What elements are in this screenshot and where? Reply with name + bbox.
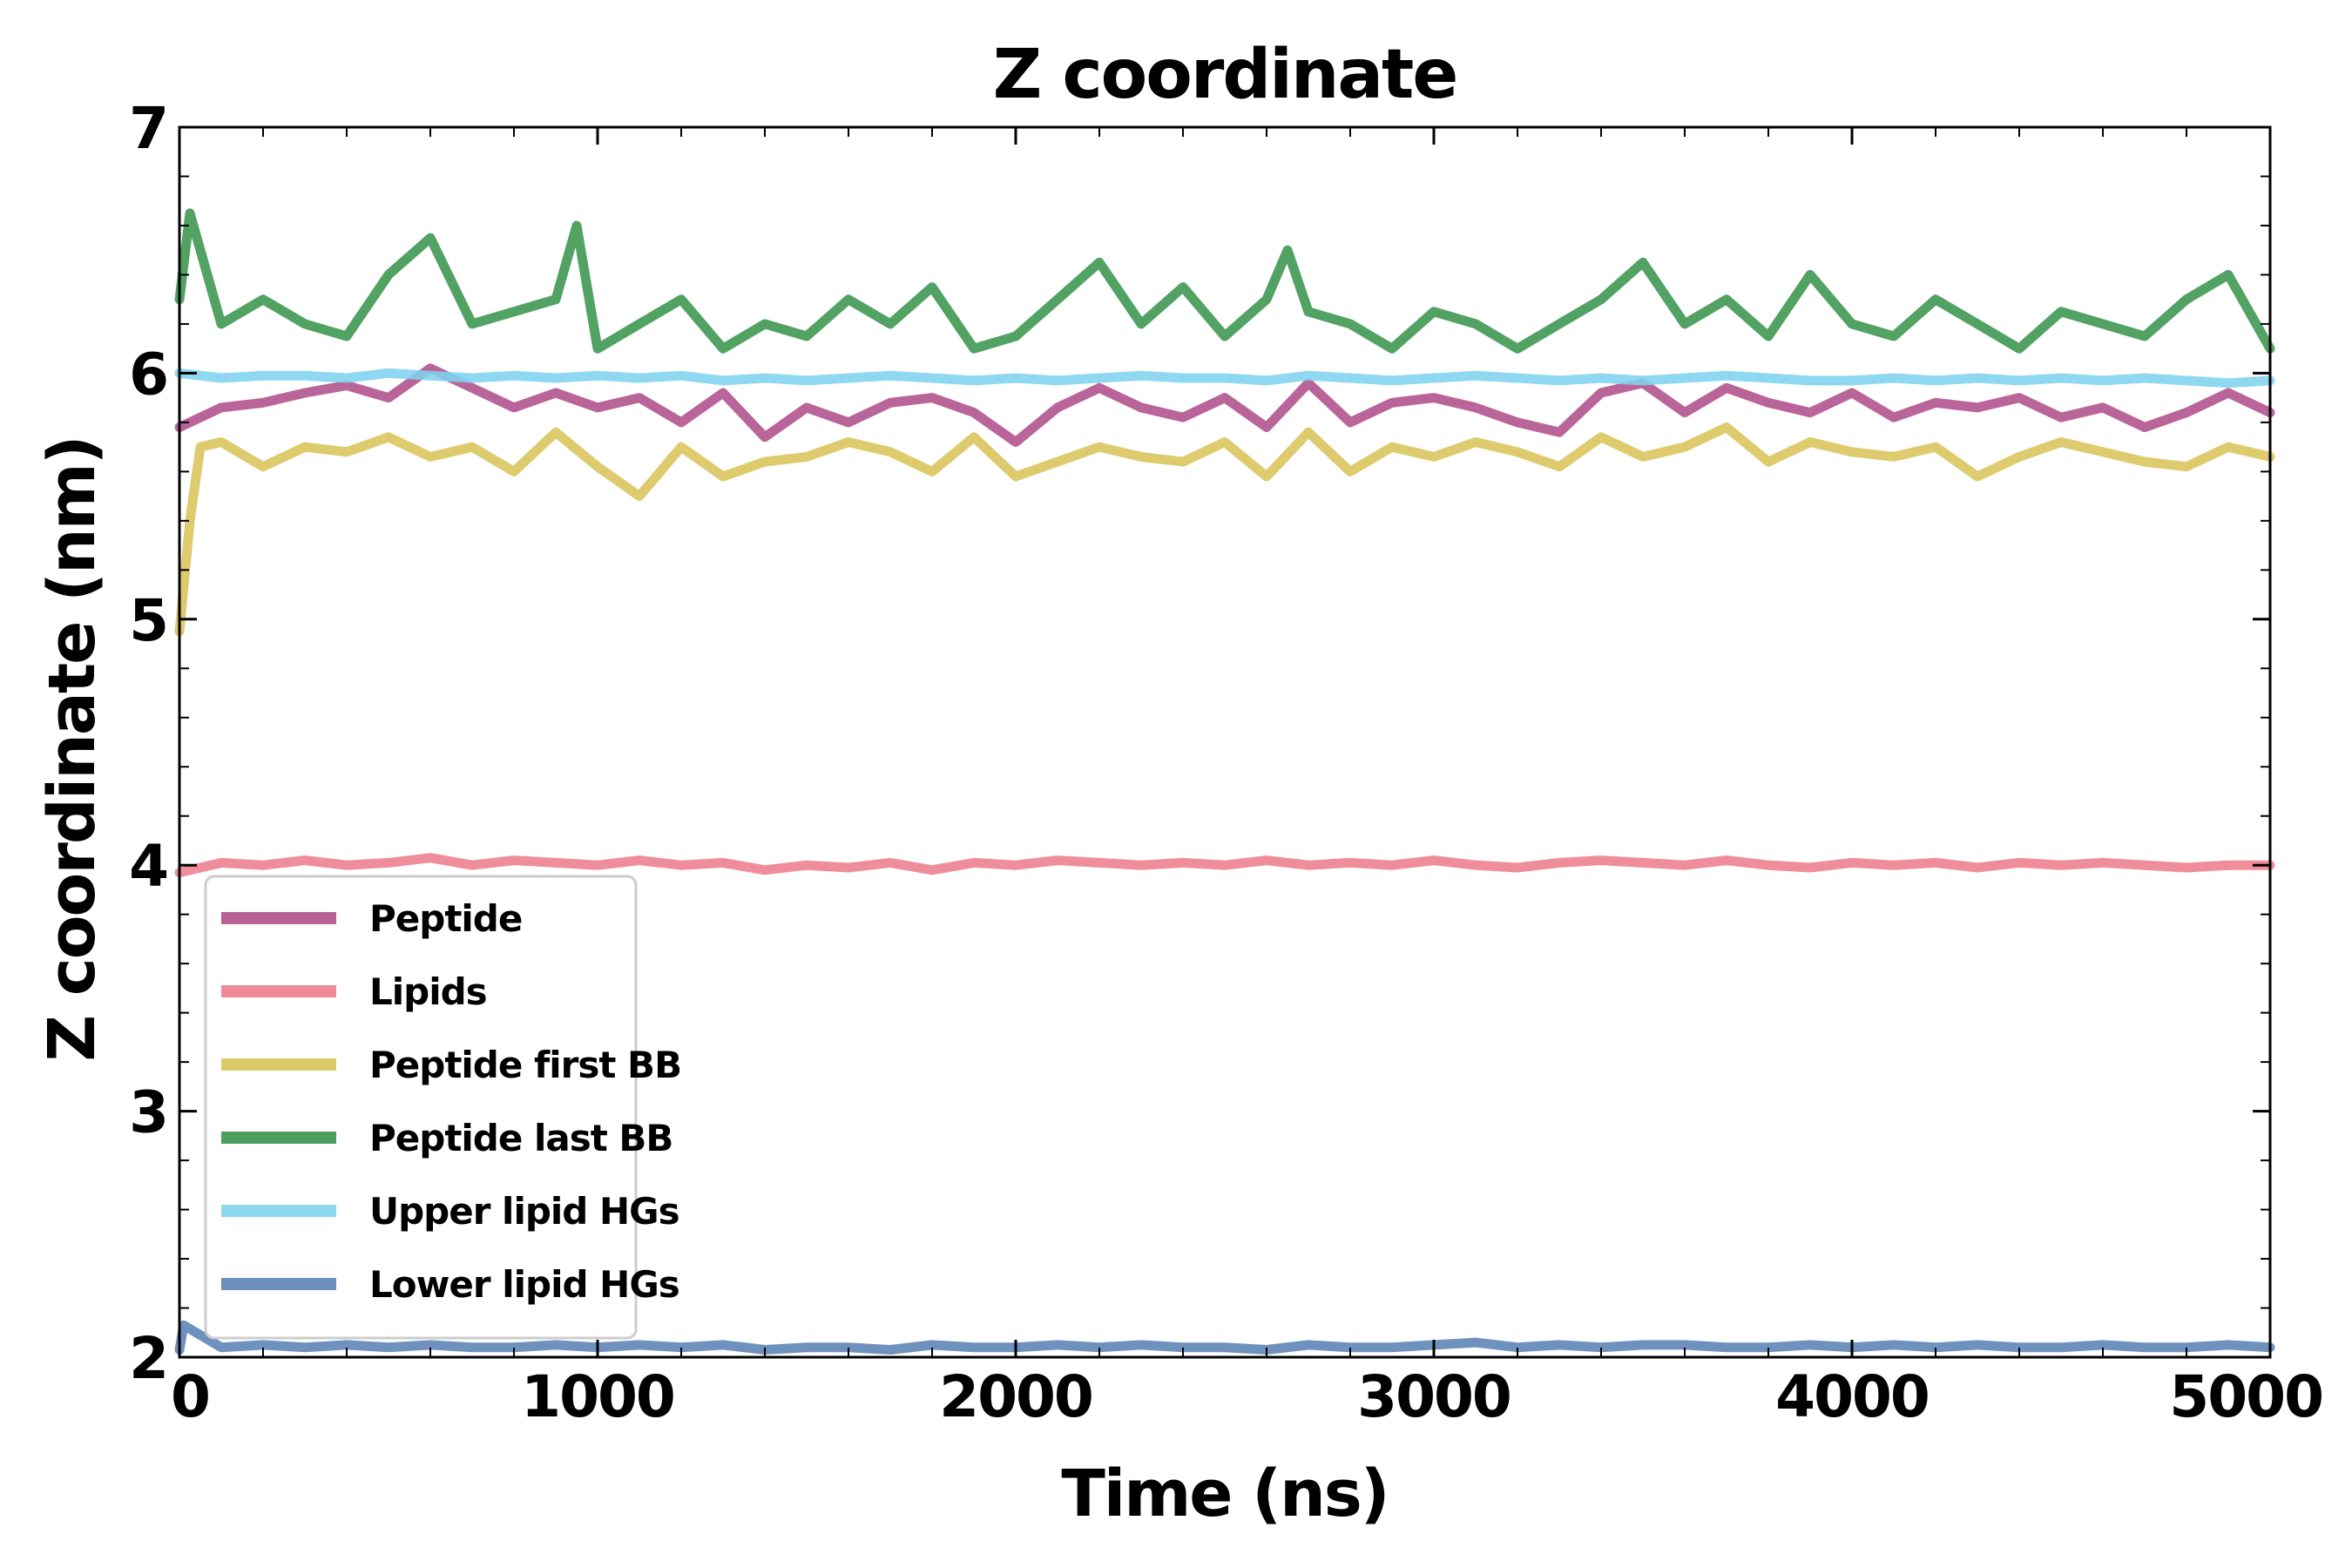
x-tick-label: 5000	[2169, 1363, 2322, 1430]
legend-label-lipids: Lipids	[369, 970, 487, 1013]
y-tick-label: 7	[129, 95, 167, 162]
legend-label-upper-lipid-hgs: Upper lipid HGs	[369, 1190, 679, 1233]
series-line-peptide	[174, 363, 2275, 447]
y-tick-label: 5	[129, 587, 167, 654]
series-line-upper-lipid-hgs	[174, 368, 2275, 389]
series-line-lipids	[174, 853, 2275, 878]
series-line-lower-lipid-hgs	[174, 1320, 2275, 1355]
y-tick-label: 3	[129, 1079, 167, 1146]
legend-label-lower-lipid-hgs: Lower lipid HGs	[369, 1263, 679, 1306]
x-tick-label: 3000	[1357, 1363, 1511, 1430]
y-tick-label: 6	[129, 341, 167, 408]
ticks-layer: 0 1000 2000 3000 4000 5000 2 3 4 5 6 7	[129, 95, 2324, 1430]
y-axis-label: Z coordinate (nm)	[35, 436, 110, 1061]
y-tick-label: 2	[129, 1325, 167, 1392]
legend-label-peptide: Peptide	[369, 897, 522, 940]
chart-title: Z coordinate	[993, 36, 1457, 114]
x-tick-label: 0	[171, 1363, 209, 1430]
x-tick-label: 2000	[939, 1363, 1092, 1430]
series-layer	[174, 208, 2275, 1355]
x-tick-label: 4000	[1775, 1363, 1929, 1430]
x-tick-label: 1000	[521, 1363, 674, 1430]
series-line-peptide-first-bb	[174, 422, 2275, 637]
y-tick-label: 4	[129, 833, 167, 900]
series-line-peptide-last-bb	[174, 208, 2275, 354]
x-axis-label: Time (ns)	[1061, 1456, 1388, 1531]
legend: Peptide Lipids Peptide first BB Peptide las…	[204, 875, 682, 1340]
legend-label-peptide-first-bb: Peptide first BB	[369, 1044, 681, 1086]
plot-frame	[178, 125, 2272, 1359]
legend-label-peptide-last-bb: Peptide last BB	[369, 1117, 672, 1159]
